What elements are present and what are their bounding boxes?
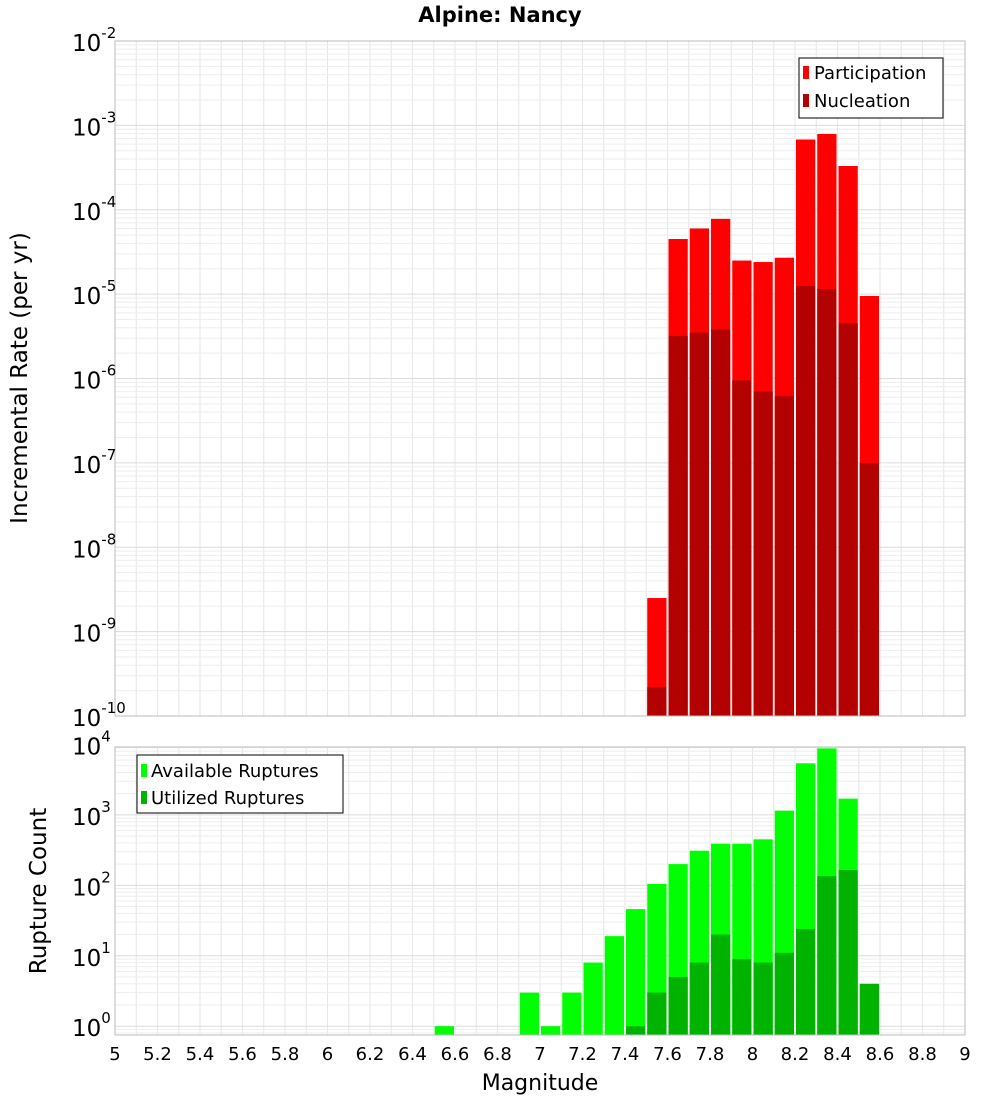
bottom-y-tick-labels: 100 101 102 103 104 <box>72 727 111 1042</box>
x-tick-label: 5.8 <box>271 1044 300 1065</box>
nucleation-bar <box>859 462 879 716</box>
nucleation-bar <box>711 329 731 716</box>
x-tick-label: 9 <box>959 1044 970 1065</box>
x-tick-label: 8.4 <box>823 1044 852 1065</box>
utilized-ruptures-bar <box>774 952 794 1035</box>
utilized-ruptures-bar <box>817 876 837 1035</box>
legend-label-nucleation: Nucleation <box>814 91 910 112</box>
chart-title: Alpine: Nancy <box>418 3 582 27</box>
utilized-ruptures-bar <box>689 962 709 1035</box>
nucleation-bar <box>732 380 752 716</box>
nucleation-bar <box>796 285 816 716</box>
top-y-tick-label: 10-2 <box>72 24 116 57</box>
bottom-legend: Available Ruptures Utilized Ruptures <box>136 754 344 814</box>
x-tick-label: 5 <box>109 1044 120 1065</box>
x-tick-label: 6 <box>322 1044 333 1065</box>
legend-label-available: Available Ruptures <box>151 761 319 782</box>
bottom-y-tick-label: 104 <box>72 727 111 760</box>
top-legend: Participation Nucleation <box>798 57 944 119</box>
top-y-tick-label: 10-4 <box>72 193 116 226</box>
x-tick-label: 7.6 <box>653 1044 682 1065</box>
top-bars <box>647 134 879 717</box>
x-tick-label: 8.2 <box>781 1044 810 1065</box>
legend-swatch-available <box>141 764 147 777</box>
x-tick-label: 8 <box>747 1044 758 1065</box>
top-y-tick-label: 10-9 <box>72 615 116 648</box>
legend-label-utilized: Utilized Ruptures <box>151 788 304 809</box>
x-tick-label: 8.6 <box>866 1044 895 1065</box>
nucleation-bar <box>838 323 858 716</box>
bottom-y-tick-label: 101 <box>72 939 111 972</box>
bottom-y-tick-label: 100 <box>72 1009 111 1042</box>
nucleation-bar <box>817 289 837 716</box>
bottom-y-axis-label: Rupture Count <box>26 808 52 974</box>
available-ruptures-bar <box>604 936 624 1035</box>
participation-bar <box>647 598 667 716</box>
utilized-ruptures-bar <box>668 976 688 1035</box>
available-ruptures-bar <box>519 992 539 1035</box>
available-ruptures-bar <box>562 992 582 1035</box>
x-tick-label: 8.8 <box>908 1044 937 1065</box>
legend-swatch-utilized <box>141 791 147 804</box>
legend-swatch-participation <box>803 66 809 79</box>
available-ruptures-bar <box>583 962 603 1035</box>
x-tick-labels: 5 5.2 5.4 5.6 5.8 6 6.2 6.4 6.6 6.8 7 7.2 7.4 7.6 7.8 8… <box>109 1044 970 1065</box>
top-grid <box>114 41 966 717</box>
top-y-tick-label: 10-8 <box>72 530 116 563</box>
available-ruptures-bar <box>626 909 646 1035</box>
x-tick-label: 6.4 <box>398 1044 427 1065</box>
bottom-panel: 100 101 102 103 104 5 5.2 5.4 5.6 5.8 6 6.2 6.4 6.6 6… <box>26 727 971 1096</box>
bottom-y-tick-label: 103 <box>72 798 111 831</box>
available-ruptures-bar <box>434 1026 454 1035</box>
top-y-tick-labels: 10-10 10-9 10-8 10-7 10-6 10-5 10-4 10-3 10-2 <box>72 24 126 732</box>
utilized-ruptures-bar <box>859 983 879 1035</box>
nucleation-bar <box>668 335 688 716</box>
bottom-bars <box>434 748 879 1035</box>
available-ruptures-bar <box>541 1026 561 1035</box>
utilized-ruptures-bar <box>626 1026 646 1035</box>
nucleation-bar <box>689 332 709 716</box>
x-axis-label: Magnitude <box>482 1071 599 1096</box>
nucleation-bar <box>753 391 773 716</box>
top-y-tick-label: 10-5 <box>72 277 116 310</box>
x-tick-label: 6.2 <box>356 1044 385 1065</box>
top-plot-frame <box>114 40 966 717</box>
top-y-tick-label: 10-10 <box>72 699 126 732</box>
x-tick-label: 6.6 <box>441 1044 470 1065</box>
utilized-ruptures-bar <box>732 958 752 1035</box>
x-tick-label: 6.8 <box>483 1044 512 1065</box>
utilized-ruptures-bar <box>711 934 731 1035</box>
nucleation-bar <box>774 396 794 716</box>
legend-label-participation: Participation <box>814 63 926 84</box>
x-tick-label: 5.2 <box>143 1044 172 1065</box>
top-y-tick-label: 10-6 <box>72 362 116 395</box>
x-tick-label: 7 <box>534 1044 545 1065</box>
utilized-ruptures-bar <box>647 992 667 1035</box>
top-panel: 10-10 10-9 10-8 10-7 10-6 10-5 10-4 10-3 10-2 In… <box>7 24 966 732</box>
bottom-legend-box <box>136 754 344 814</box>
top-y-tick-label: 10-3 <box>72 108 116 141</box>
legend-swatch-nucleation <box>803 94 809 107</box>
x-tick-label: 7.2 <box>568 1044 597 1065</box>
utilized-ruptures-bar <box>753 962 773 1035</box>
top-y-tick-label: 10-7 <box>72 446 116 479</box>
x-tick-label: 7.8 <box>696 1044 725 1065</box>
utilized-ruptures-bar <box>796 928 816 1035</box>
x-tick-label: 5.6 <box>228 1044 257 1065</box>
nucleation-bar <box>647 687 667 716</box>
bottom-y-tick-label: 102 <box>72 868 111 901</box>
top-legend-box <box>798 57 944 119</box>
utilized-ruptures-bar <box>838 870 858 1035</box>
x-tick-label: 5.4 <box>186 1044 215 1065</box>
x-tick-label: 7.4 <box>611 1044 640 1065</box>
bottom-plot-frame <box>114 746 966 1036</box>
top-y-axis-label: Incremental Rate (per yr) <box>7 232 33 524</box>
